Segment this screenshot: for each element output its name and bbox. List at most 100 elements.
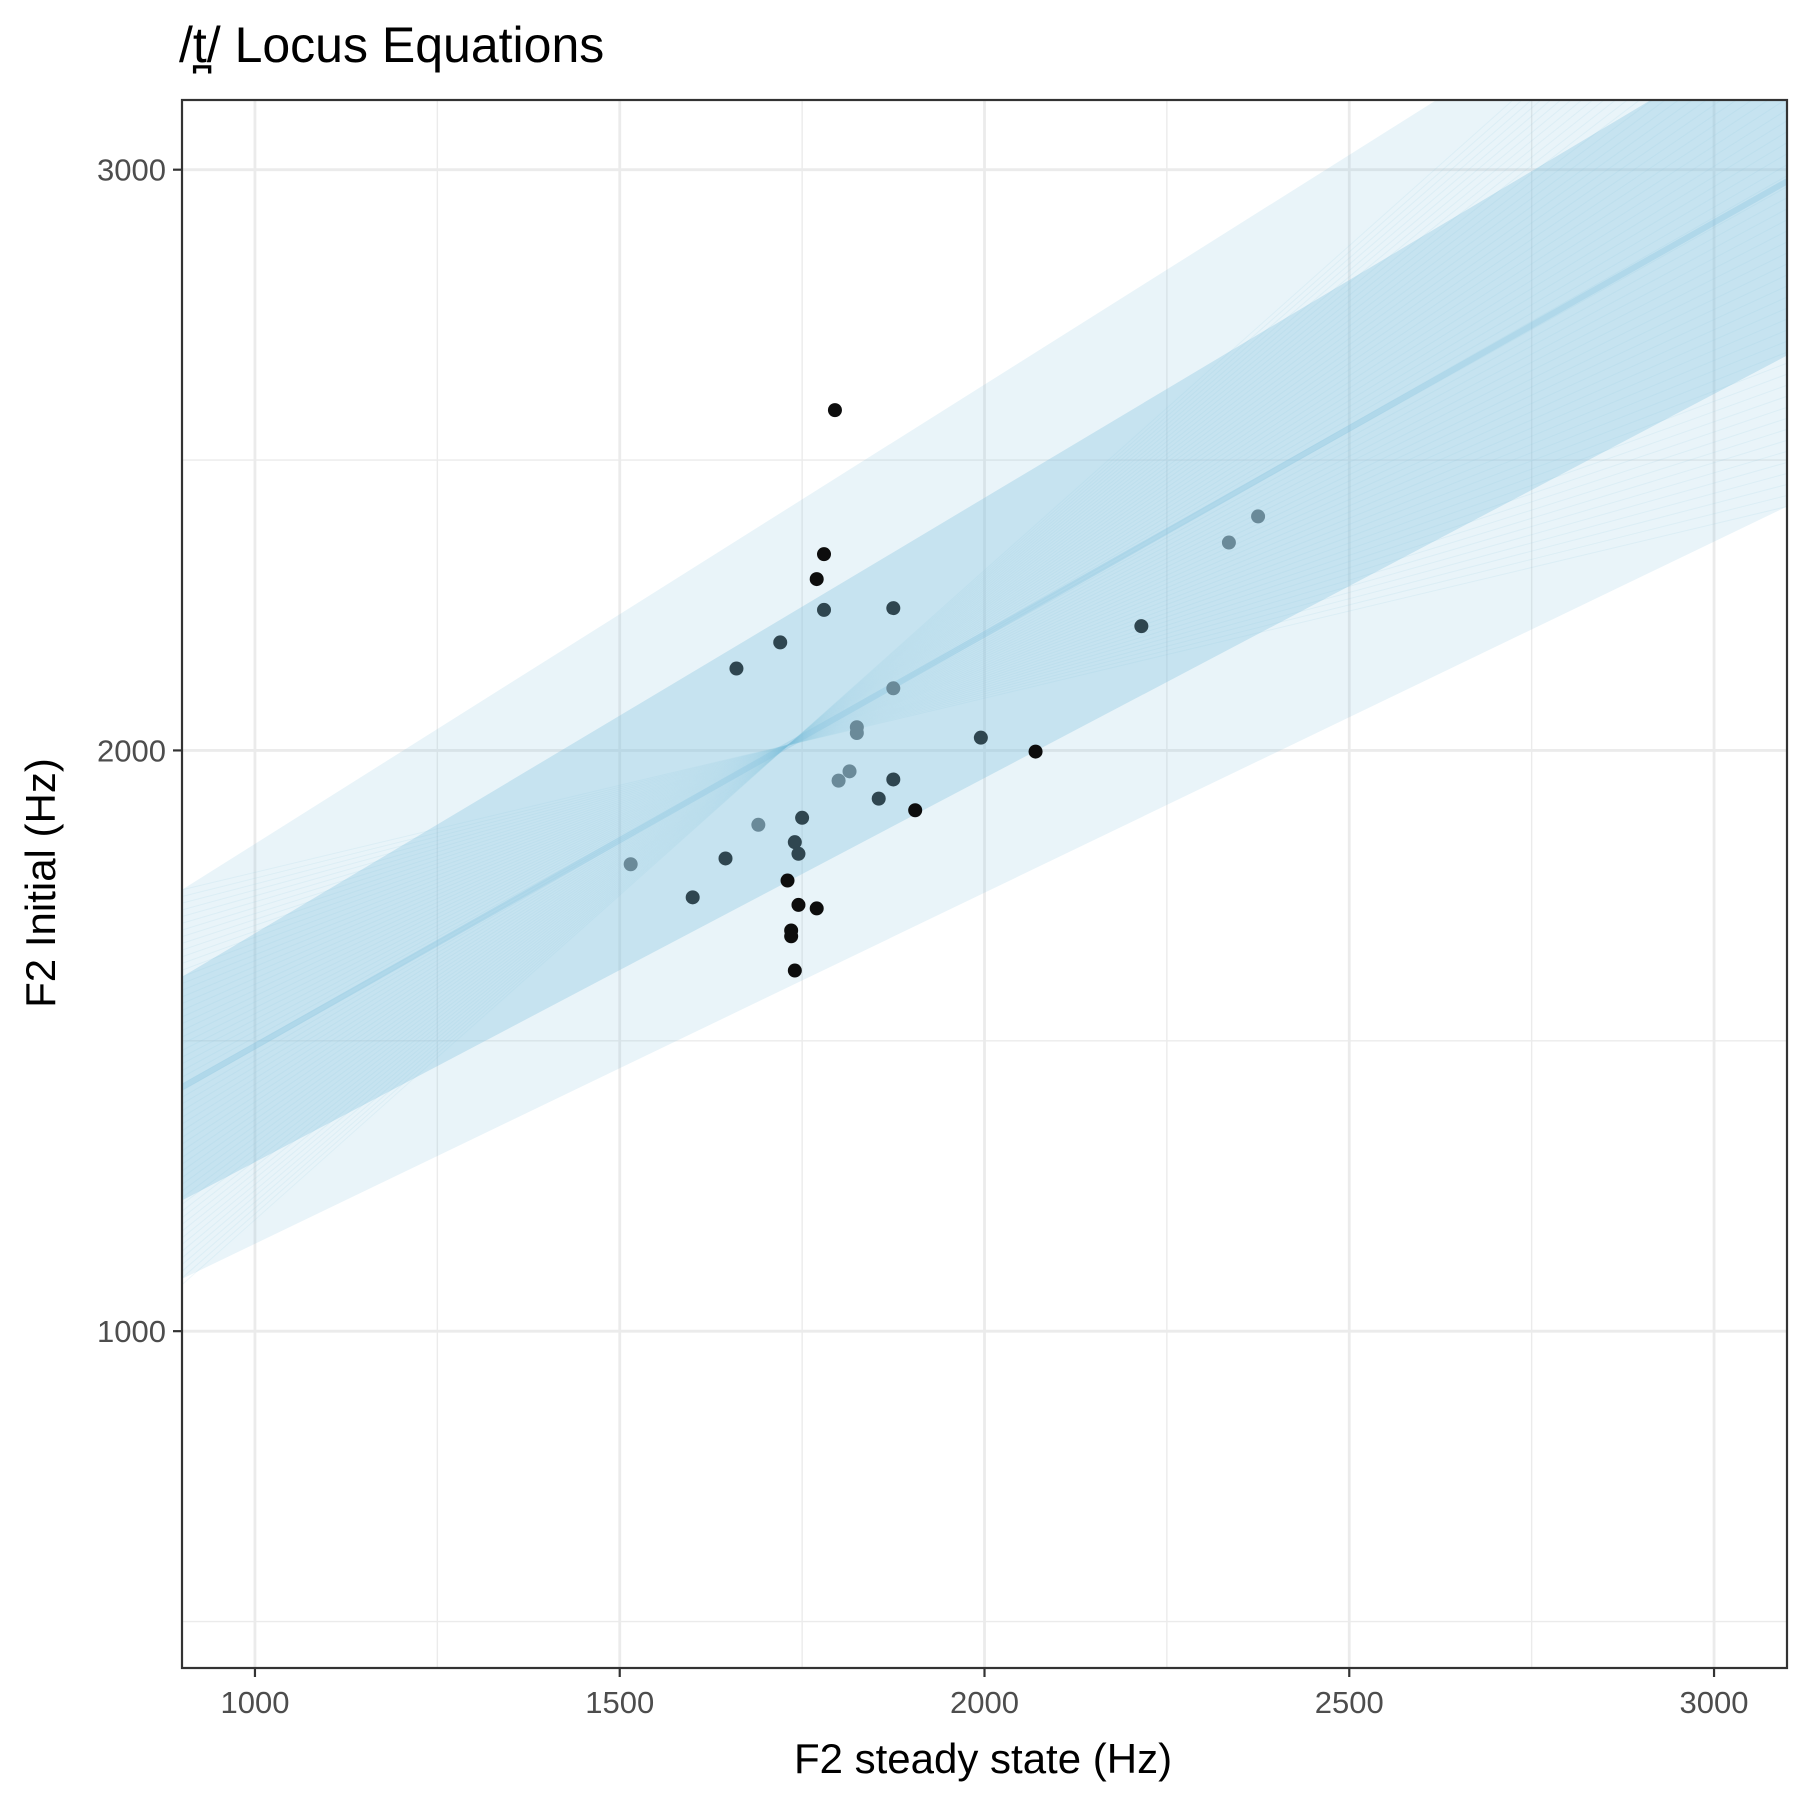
- data-point: [795, 810, 810, 825]
- data-point: [784, 929, 799, 944]
- y-tick-label: 2000: [97, 733, 166, 768]
- sample-line: [182, 100, 1514, 1286]
- data-point: [886, 772, 901, 787]
- sample-line: [182, 340, 1787, 991]
- mean-regression-line: [182, 178, 1787, 1090]
- x-tick-label: 2500: [1315, 1685, 1384, 1720]
- sample-line: [182, 100, 1523, 1279]
- inner-band: [182, 100, 1787, 1201]
- x-tick-label: 1000: [220, 1685, 289, 1720]
- data-point: [791, 897, 806, 912]
- sample-line: [182, 100, 1680, 1185]
- sample-line: [182, 406, 1787, 951]
- data-point: [842, 764, 857, 779]
- data-point: [973, 730, 988, 745]
- sample-line: [182, 100, 1617, 1219]
- outer-band: [182, 100, 1787, 1279]
- sample-line: [182, 100, 1552, 1259]
- regression-band: [182, 100, 1787, 1286]
- data-point: [831, 773, 846, 788]
- data-point: [817, 602, 831, 617]
- sample-line: [182, 351, 1787, 984]
- data-point: [809, 572, 824, 587]
- sample-line: [182, 100, 1654, 1199]
- sample-line: [182, 428, 1787, 938]
- data-point: [827, 403, 842, 418]
- sample-line: [182, 329, 1787, 998]
- data-point: [718, 851, 733, 866]
- data-point: [791, 846, 806, 861]
- sample-line: [182, 153, 1787, 1105]
- sample-line: [182, 274, 1787, 1031]
- sample-line: [182, 100, 1694, 1179]
- sample-line: [182, 230, 1787, 1058]
- sample-line: [182, 384, 1787, 964]
- data-point: [685, 890, 700, 905]
- data-point: [1134, 619, 1149, 634]
- data-point: [817, 547, 831, 562]
- data-point: [1028, 744, 1043, 759]
- sample-line: [182, 100, 1770, 1145]
- sample-line: [182, 100, 1786, 1138]
- data-point: [751, 817, 766, 832]
- sample-line: [182, 100, 1605, 1225]
- sample-line: [182, 100, 1723, 1165]
- sample-line: [182, 395, 1787, 958]
- data-point: [780, 873, 795, 888]
- sample-line: [182, 241, 1787, 1051]
- y-axis: 1000 2000 3000: [97, 153, 182, 1349]
- sample-line: [182, 373, 1787, 971]
- x-tick-label: 3000: [1680, 1685, 1749, 1720]
- sample-line: [182, 100, 1708, 1172]
- sample-line: [182, 100, 1583, 1239]
- sample-line: [182, 109, 1787, 1132]
- data-point: [773, 635, 788, 650]
- sample-line: [182, 131, 1787, 1118]
- sample-line: [182, 307, 1787, 1011]
- data-point: [787, 963, 802, 978]
- sample-line: [182, 296, 1787, 1018]
- chart-title: /t̪/ Locus Equations: [179, 17, 604, 73]
- x-axis-label: F2 steady state (Hz): [794, 1735, 1172, 1782]
- data-point: [1251, 509, 1266, 524]
- sample-line: [182, 417, 1787, 944]
- sample-line: [182, 100, 1738, 1158]
- sample-line: [182, 197, 1787, 1078]
- x-tick-label: 2000: [950, 1685, 1019, 1720]
- sample-line: [182, 506, 1787, 891]
- sample-line: [182, 100, 1573, 1245]
- data-points: [623, 403, 1266, 978]
- data-point: [886, 601, 901, 616]
- data-point: [886, 681, 901, 696]
- y-axis-label: F2 Initial (Hz): [17, 758, 64, 1008]
- sample-line: [182, 219, 1787, 1065]
- sample-line: [182, 100, 1641, 1205]
- sample-line: [182, 318, 1787, 1005]
- sample-line: [182, 472, 1787, 911]
- sample-line: [182, 175, 1787, 1092]
- x-axis: 1000 1500 2000 2500 3000: [220, 1668, 1749, 1720]
- data-point: [871, 791, 886, 806]
- data-point: [849, 726, 864, 741]
- sample-line: [182, 120, 1787, 1125]
- sample-line: [182, 362, 1787, 978]
- sample-line: [182, 461, 1787, 918]
- sample-line: [182, 100, 1667, 1192]
- sample-line: [182, 142, 1787, 1112]
- plot-area: [180, 98, 1789, 1670]
- data-point: [1221, 535, 1236, 550]
- sample-line: [182, 439, 1787, 931]
- sample-line: [182, 100, 1533, 1272]
- sample-line: [182, 208, 1787, 1071]
- sample-line: [182, 186, 1787, 1085]
- grid: [182, 100, 1787, 1668]
- sample-line: [182, 252, 1787, 1045]
- y-tick-label: 1000: [97, 1314, 166, 1349]
- data-point: [908, 803, 923, 818]
- y-tick-label: 3000: [97, 153, 166, 188]
- sample-line: [182, 100, 1629, 1212]
- sample-line: [182, 450, 1787, 924]
- sample-line: [182, 285, 1787, 1025]
- sample-line: [182, 100, 1542, 1266]
- x-tick-label: 1500: [585, 1685, 654, 1720]
